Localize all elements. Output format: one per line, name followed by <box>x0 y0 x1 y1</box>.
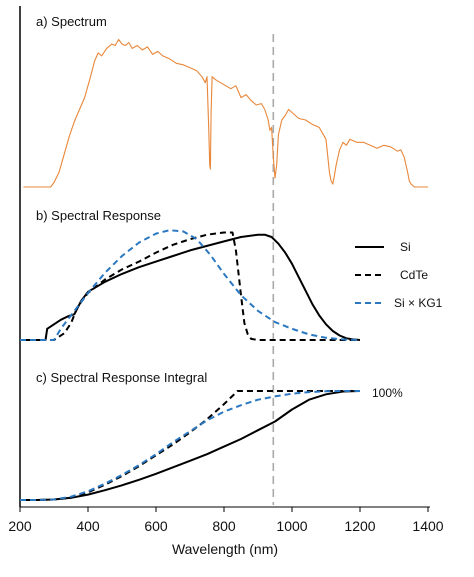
legend-label-0: Si <box>400 240 411 254</box>
panel-1-series-2-line <box>20 229 361 341</box>
panel-2-series-0-line <box>20 390 361 501</box>
panel-2-series-1-line <box>20 390 360 501</box>
x-tick-label-2: 600 <box>144 518 168 534</box>
x-axis-label: Wavelength (nm) <box>172 541 278 557</box>
annotation-100-percent: 100% <box>372 386 403 400</box>
panel-1-series-0-line <box>20 233 361 341</box>
x-tick-label-4: 1000 <box>276 518 307 534</box>
x-tick-label-0: 200 <box>8 518 32 534</box>
legend-label-2: Si × KG1 <box>394 296 443 310</box>
x-tick-label-5: 1200 <box>344 518 375 534</box>
panel-2-series-2-line <box>20 390 360 501</box>
panel-a-title: a) Spectrum <box>36 14 107 29</box>
x-tick-label-6: 1400 <box>412 518 443 534</box>
panel-1-series-1-line <box>20 231 360 341</box>
x-tick-label-1: 400 <box>76 518 100 534</box>
panel-0-series-0-line <box>23 38 428 188</box>
x-tick-label-3: 800 <box>212 518 236 534</box>
legend-label-1: CdTe <box>400 268 428 282</box>
panel-c-title: c) Spectral Response Integral <box>36 370 207 385</box>
panel-b-title: b) Spectral Response <box>36 208 161 223</box>
